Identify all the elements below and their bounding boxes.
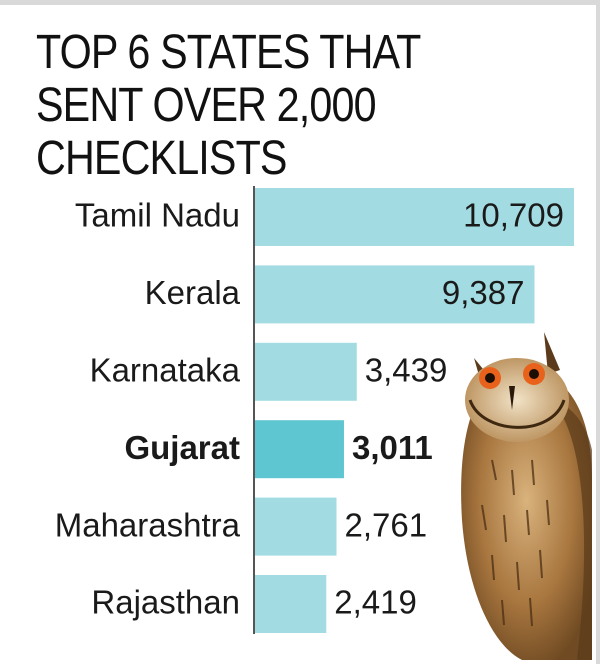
category-label: Tamil Nadu (75, 197, 240, 234)
value-label: 3,439 (365, 352, 448, 389)
value-label: 3,011 (352, 429, 433, 466)
frame-top-border (0, 0, 600, 5)
bar-rajasthan (254, 575, 327, 633)
value-label: 9,387 (442, 274, 525, 311)
title-line-2: SENT OVER 2,000 (36, 79, 377, 132)
bar-tamil-nadu (254, 188, 574, 246)
category-label: Maharashtra (55, 506, 241, 543)
bar-karnataka (254, 342, 357, 401)
chart-title: TOP 6 STATES THAT SENT OVER 2,000 CHECKL… (36, 26, 432, 185)
bar-gujarat (254, 420, 344, 479)
title-line-3: CHECKLISTS (36, 132, 287, 185)
value-label: 2,761 (345, 506, 428, 543)
category-label: Rajasthan (91, 584, 240, 621)
category-label: Gujarat (124, 429, 240, 466)
bar-maharashtra (254, 497, 337, 556)
value-label: 2,419 (334, 584, 417, 621)
bar-kerala (254, 265, 535, 324)
category-label: Karnataka (90, 352, 241, 389)
title-line-1: TOP 6 STATES THAT (36, 26, 421, 79)
value-label: 10,709 (463, 197, 564, 234)
frame-right-border (596, 0, 600, 664)
owl-icon (461, 332, 592, 660)
category-label: Kerala (145, 274, 241, 311)
